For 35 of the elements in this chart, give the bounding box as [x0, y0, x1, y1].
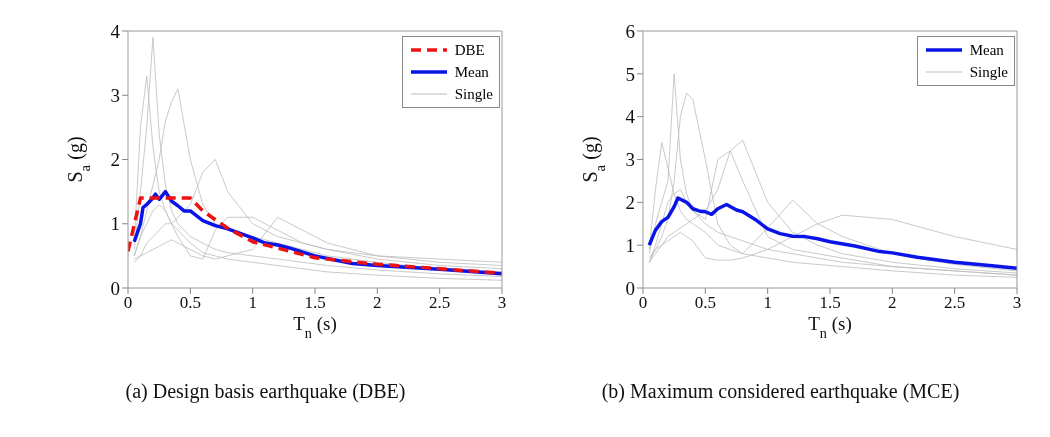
- y-tick-label: 2: [625, 192, 635, 214]
- y-tick-label: 3: [625, 149, 635, 171]
- legend-label: Mean: [969, 41, 1004, 60]
- x-tick-label: 0: [123, 293, 133, 313]
- x-tick-label: 2.5: [944, 293, 966, 313]
- y-tick-label: 6: [625, 20, 635, 42]
- y-tick-label: 5: [625, 63, 635, 85]
- x-tick-label: 0: [638, 293, 648, 313]
- y-tick-label: 1: [110, 213, 120, 235]
- x-tick-label: 1.5: [304, 293, 326, 313]
- legend-label: Mean: [454, 63, 489, 82]
- x-tick-label: 1.5: [819, 293, 841, 313]
- x-tick-label: 2.5: [429, 293, 451, 313]
- x-tick-label: 2: [373, 293, 382, 313]
- y-tick-label: 1: [625, 234, 635, 256]
- y-tick-label: 0: [625, 277, 635, 299]
- legend-label: Single: [969, 63, 1008, 82]
- text: (b) Maximum considered earthquake (MCE): [600, 380, 961, 403]
- legend-label: DBE: [454, 41, 485, 60]
- x-tick-label: 3: [497, 293, 507, 313]
- legend-label: Single: [454, 85, 493, 104]
- y-tick-label: 4: [110, 20, 121, 42]
- y-tick-label: 0: [110, 277, 120, 299]
- x-tick-label: 1: [763, 293, 772, 313]
- x-axis-title: T$_{n}$ (s): [808, 313, 852, 341]
- x-tick-label: 2: [888, 293, 897, 313]
- x-tick-label: 0.5: [694, 293, 716, 313]
- x-axis-title: T$_{n}$ (s): [293, 313, 337, 341]
- x-tick-label: 1: [248, 293, 257, 313]
- x-tick-label: 3: [1012, 293, 1022, 313]
- y-tick-label: 4: [625, 106, 636, 128]
- text: (a) Design basis earthquake (DBE): [124, 380, 407, 403]
- y-tick-label: 3: [110, 85, 120, 106]
- x-tick-label: 0.5: [179, 293, 201, 313]
- y-tick-label: 2: [110, 149, 120, 171]
